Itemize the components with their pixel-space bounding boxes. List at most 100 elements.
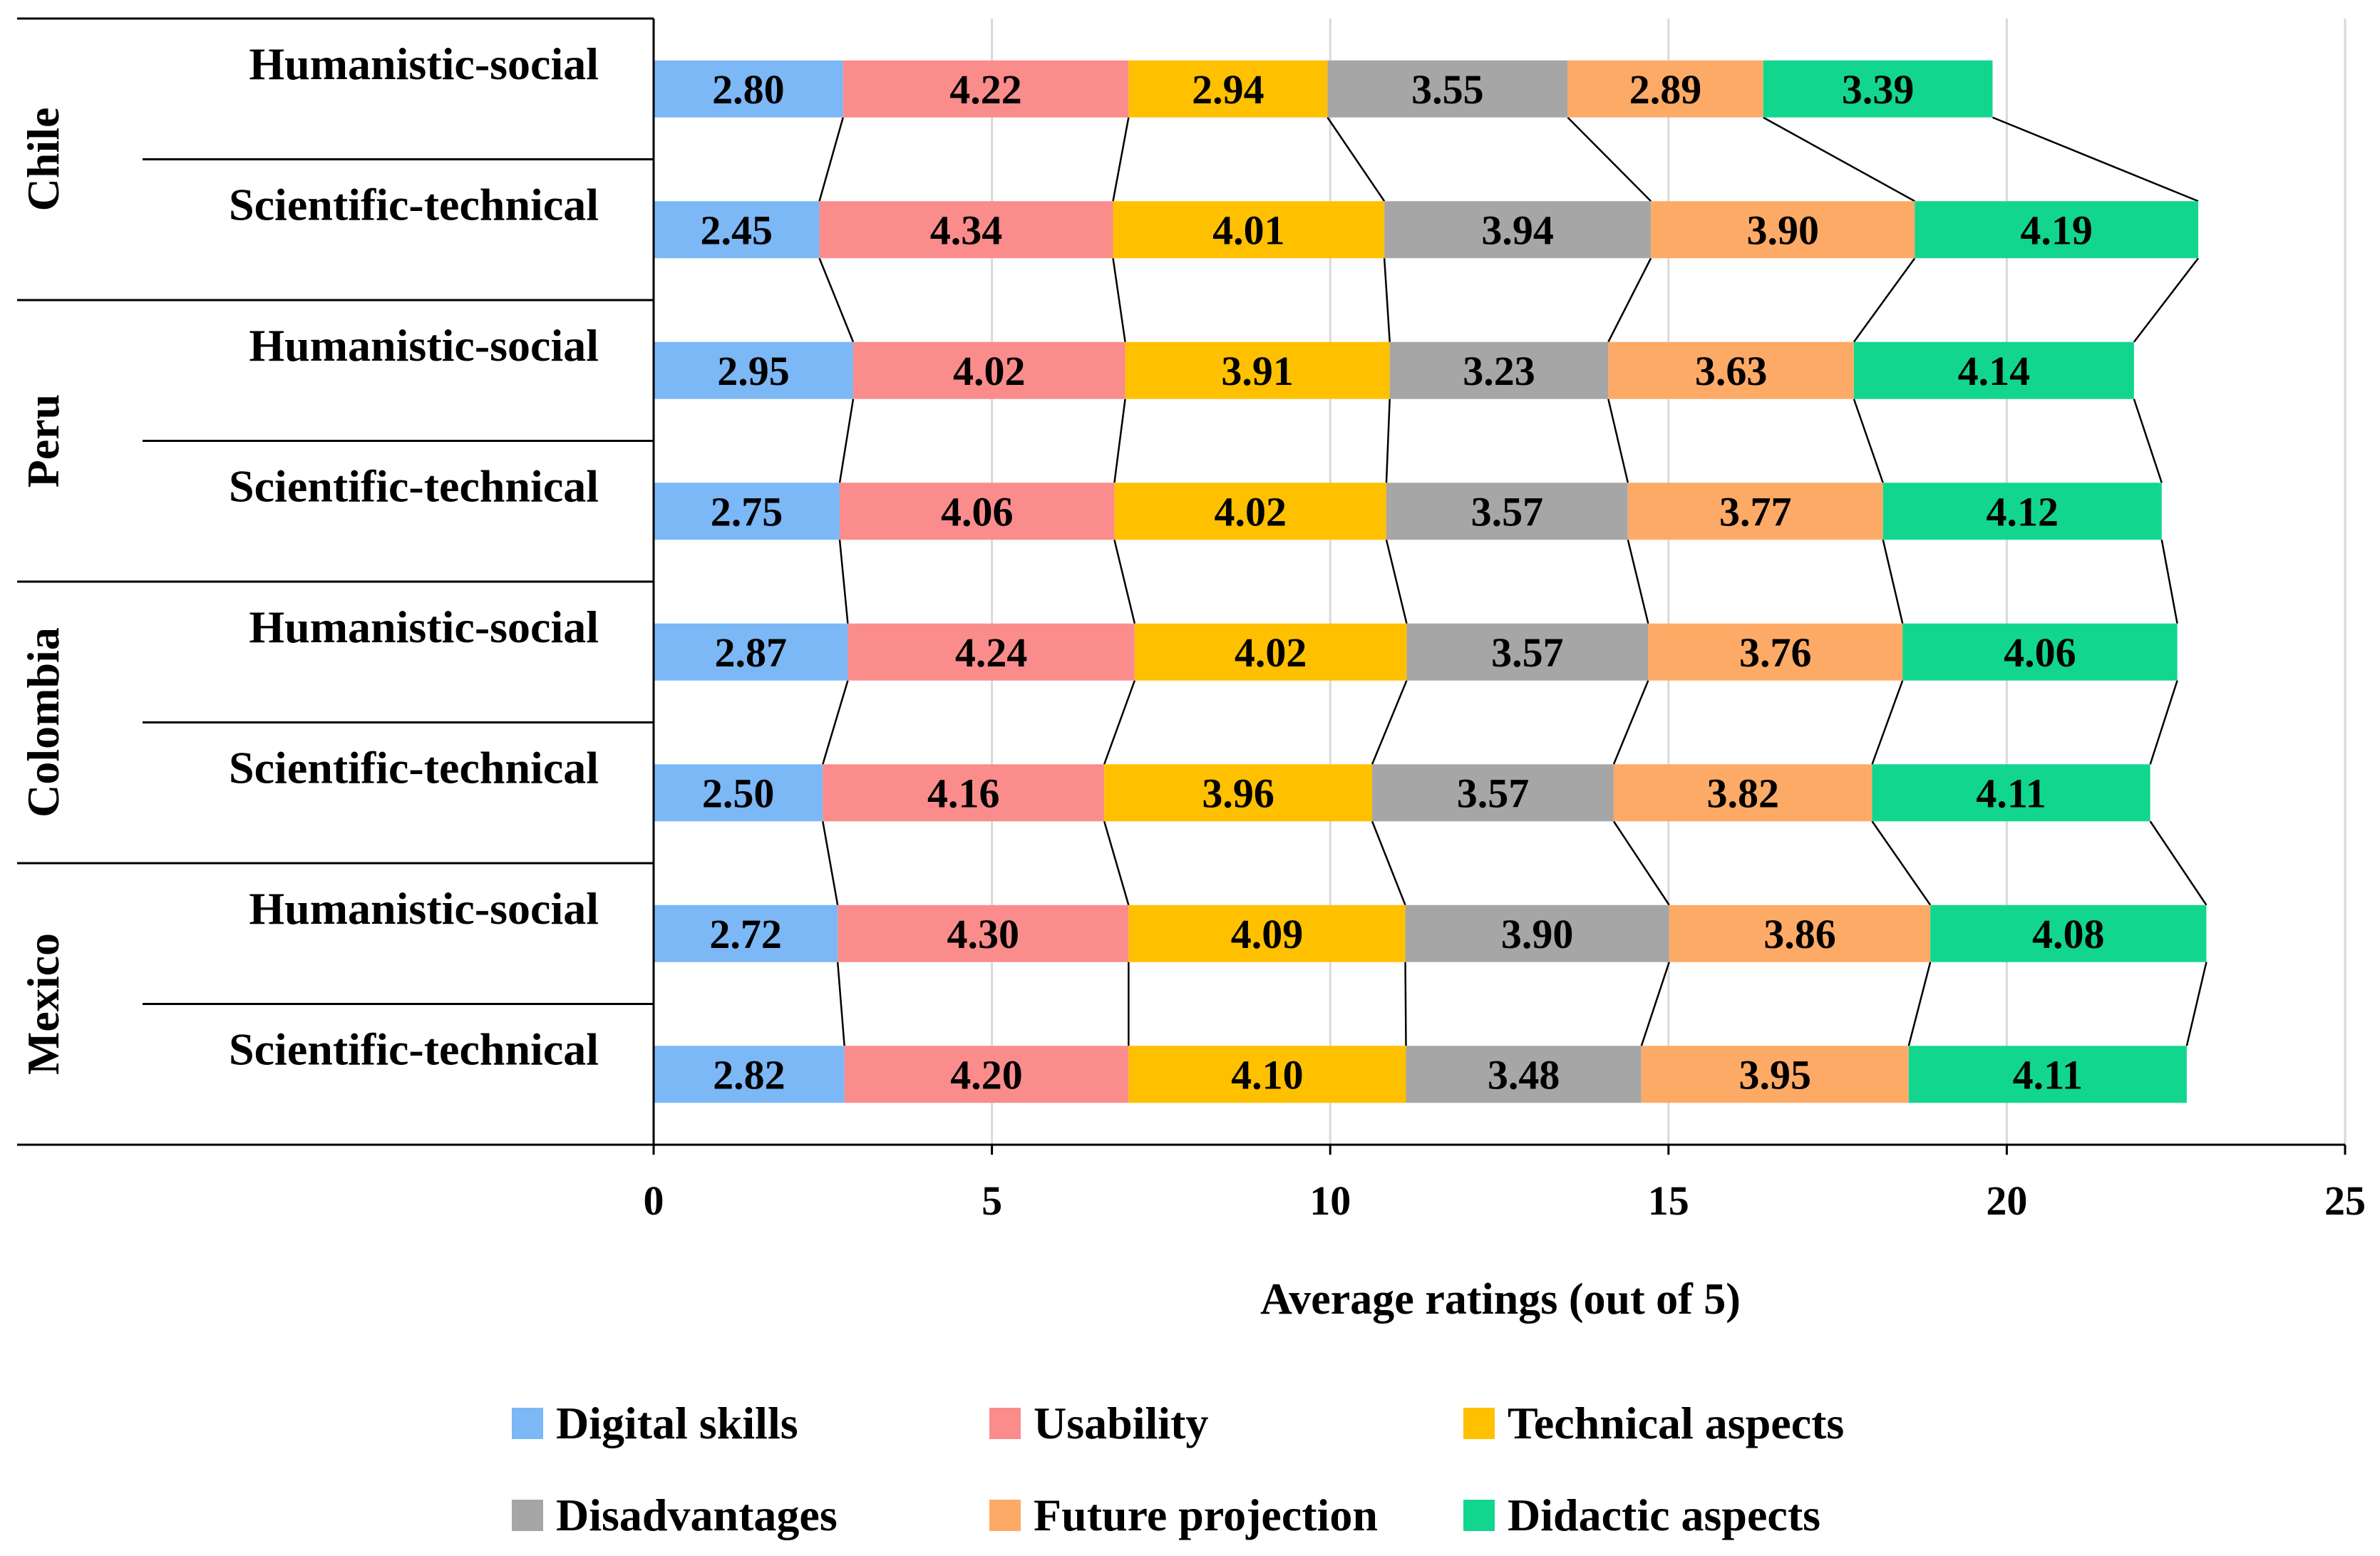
- legend-label: Future projection: [1034, 1490, 1378, 1540]
- data-label: 4.12: [1986, 488, 2059, 535]
- data-label: 4.02: [953, 348, 1026, 394]
- bar-segment: [1114, 483, 1386, 540]
- bar-segment: [1128, 60, 1328, 118]
- bar-segment: [1386, 483, 1628, 540]
- legend-swatch: [989, 1408, 1021, 1439]
- data-label: 3.63: [1695, 348, 1768, 394]
- legend-label: Usability: [1034, 1398, 1208, 1448]
- connector-line: [1567, 116, 1652, 202]
- connector-line: [1871, 820, 1932, 906]
- connector-line: [1607, 398, 1629, 483]
- connector-line: [1385, 398, 1391, 483]
- bar-segment: [654, 60, 843, 118]
- bar-segment: [1104, 764, 1373, 822]
- bar-segment: [1372, 764, 1614, 822]
- connector-line: [2149, 680, 2178, 765]
- data-label: 4.10: [1231, 1051, 1304, 1098]
- bar-segment: [1406, 1046, 1642, 1103]
- x-tick-label: 10: [1309, 1178, 1351, 1224]
- data-label: 4.08: [2032, 911, 2105, 957]
- connector-line: [1612, 680, 1649, 765]
- series-connector-lines: [818, 116, 2208, 1046]
- bar-segment: [819, 201, 1113, 259]
- group-label: Chile: [18, 108, 68, 212]
- data-label: 4.24: [955, 629, 1028, 676]
- connector-line: [1103, 680, 1136, 765]
- data-label: 4.02: [1235, 629, 1307, 676]
- connector-line: [818, 117, 844, 202]
- bar-segment: [1128, 1046, 1406, 1103]
- data-label: 3.76: [1739, 629, 1812, 676]
- legend-swatch: [989, 1500, 1021, 1531]
- bar-segment: [1651, 201, 1915, 259]
- x-tick-label: 5: [982, 1178, 1002, 1224]
- connector-line: [1992, 116, 2199, 202]
- data-label: 3.91: [1221, 348, 1294, 394]
- legend-swatch: [1463, 1408, 1495, 1439]
- data-label: 3.94: [1481, 207, 1554, 253]
- bar-segment: [823, 764, 1105, 822]
- connector-line: [1371, 820, 1406, 906]
- bar-segment: [1908, 1046, 2187, 1103]
- connector-line: [2133, 398, 2163, 483]
- category-label: Humanistic-social: [249, 320, 599, 371]
- connector-line: [822, 680, 849, 765]
- data-label: 3.57: [1491, 629, 1564, 676]
- bar-segment: [1930, 905, 2207, 962]
- axes: Humanistic-social Scientific-technical Hum…: [17, 17, 2366, 1224]
- data-label: 3.90: [1501, 911, 1574, 957]
- bar-segment: [1406, 623, 1649, 681]
- connector-line: [1871, 680, 1904, 765]
- data-label: 2.87: [714, 629, 787, 676]
- category-label: Scientific-technical: [229, 460, 599, 511]
- connector-line: [838, 540, 849, 624]
- connector-line: [1607, 257, 1652, 343]
- connector-line: [1371, 680, 1408, 765]
- connector-line: [1612, 820, 1670, 906]
- legend-label: Didactic aspects: [1508, 1490, 1820, 1540]
- category-label: Scientific-technical: [229, 179, 599, 230]
- bar-segment: [1882, 483, 2162, 540]
- connector-line: [1113, 398, 1126, 483]
- data-label: 3.96: [1202, 770, 1274, 816]
- group-label: Colombia: [18, 627, 68, 818]
- data-label: 3.48: [1488, 1051, 1560, 1098]
- gridlines: [991, 19, 2346, 1145]
- bar-segment: [853, 341, 1125, 399]
- bar-segment: [1389, 341, 1609, 399]
- legend-label: Technical aspects: [1508, 1398, 1844, 1448]
- data-label: 3.77: [1719, 488, 1792, 535]
- bar-segment: [844, 1046, 1129, 1103]
- connector-line: [2133, 257, 2200, 343]
- legend-swatch: [1463, 1500, 1495, 1531]
- data-label: 3.95: [1739, 1051, 1812, 1098]
- bar-segment: [654, 483, 840, 540]
- connector-line: [1112, 258, 1126, 342]
- x-axis-title: Average ratings (out of 5): [1260, 1275, 1741, 1324]
- connector-line: [1383, 258, 1391, 342]
- x-tick-label: 20: [1986, 1178, 2027, 1224]
- data-label: 3.23: [1463, 348, 1535, 394]
- bar-segment: [654, 905, 838, 962]
- bar-segment: [1128, 905, 1406, 962]
- bar-segment: [1627, 483, 1883, 540]
- data-label: 2.94: [1192, 66, 1264, 113]
- data-label: 3.57: [1457, 770, 1530, 816]
- data-label: 2.50: [702, 770, 775, 816]
- bar-segment: [1641, 1046, 1909, 1103]
- connector-line: [836, 962, 845, 1046]
- data-label: 2.89: [1629, 66, 1702, 113]
- bar-segment: [654, 764, 823, 822]
- category-label: Humanistic-social: [249, 883, 599, 934]
- bar-segment: [1125, 341, 1390, 399]
- category-label: Humanistic-social: [249, 38, 599, 89]
- group-label: Mexico: [18, 933, 68, 1075]
- data-label: 4.20: [950, 1051, 1023, 1098]
- bar-segment: [1872, 764, 2150, 822]
- x-tick-label: 15: [1648, 1178, 1689, 1224]
- data-label: 2.72: [709, 911, 782, 957]
- group-label: Peru: [18, 394, 68, 488]
- bar-segment: [1613, 764, 1872, 822]
- data-label: 4.02: [1214, 488, 1287, 535]
- data-label: 4.19: [2020, 207, 2093, 253]
